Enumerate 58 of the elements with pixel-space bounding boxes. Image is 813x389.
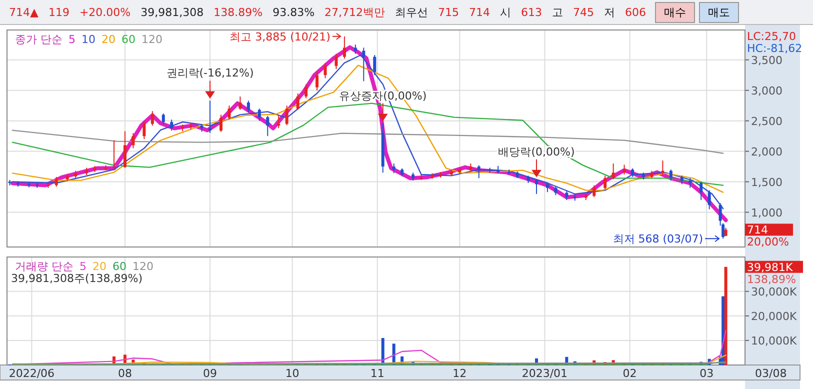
text: 5 xyxy=(80,260,86,273)
x-tick-label: 10 xyxy=(285,367,300,380)
text: 120 xyxy=(142,33,162,46)
x-tick-label: 08 xyxy=(118,367,132,380)
text: 714 xyxy=(468,4,492,20)
text: 60 xyxy=(122,33,136,46)
x-tick-label: 09 xyxy=(203,367,218,380)
text: +20.00% xyxy=(78,4,132,20)
text: 60 xyxy=(112,260,126,273)
x-tick-label: 12 xyxy=(452,367,467,380)
y-tick-label: 2,500 xyxy=(751,114,782,128)
text: 시 xyxy=(499,4,512,20)
text: 20 xyxy=(102,33,116,46)
text: 39,981,308 xyxy=(140,4,205,20)
y-tick-label: 30,000K xyxy=(751,285,798,298)
x-tick-label: 2023/01 xyxy=(522,367,568,380)
legend-title: 종가 단순 xyxy=(15,33,62,46)
text: 39,981K xyxy=(747,260,794,274)
annotation: 최저 568 (03/07) xyxy=(612,232,704,246)
text: 745 xyxy=(572,4,596,20)
text: 606 xyxy=(624,4,648,20)
text: 714▲ xyxy=(8,4,40,20)
text: 138.89% xyxy=(212,4,264,20)
text: 138,89% xyxy=(747,272,796,286)
text: HC:-81,62 xyxy=(747,42,802,55)
text: 119 xyxy=(47,4,70,20)
annotation: 39,981,308주(138,89%) xyxy=(11,272,143,285)
x-tick-label: 11 xyxy=(370,367,384,380)
text: 03/08 xyxy=(755,367,787,380)
text: 714 xyxy=(747,224,768,237)
y-tick-label: 3,000 xyxy=(751,84,782,98)
text: 저 xyxy=(603,4,616,20)
text: 고 xyxy=(551,4,564,20)
x-tick-label: 03 xyxy=(700,367,714,380)
text: LC:25,70 xyxy=(747,30,796,43)
legend-title: 거래량 단순 xyxy=(15,260,74,273)
annotation: 권리락(-16,12%) xyxy=(166,66,254,80)
x-tick-label: 02 xyxy=(622,367,637,380)
annotation: 최고 3,885 (10/21) xyxy=(230,30,330,44)
y-tick-label: 1,000 xyxy=(751,206,782,220)
y-tick-label: 20,000K xyxy=(751,310,798,323)
text: 27,712백만 xyxy=(324,4,386,20)
y-tick-label: 3,500 xyxy=(751,54,782,67)
text: 20,00% xyxy=(747,236,789,249)
text: 10 xyxy=(82,33,96,46)
text: 120 xyxy=(132,260,154,273)
text: 5 xyxy=(68,33,76,46)
text: 20 xyxy=(92,260,106,273)
x-tick-label: 2022/06 xyxy=(8,367,55,380)
text: 613 xyxy=(520,4,544,20)
y-tick-label: 2,000 xyxy=(751,145,782,158)
text: 매수 xyxy=(655,2,696,22)
y-tick-label: 10,000K xyxy=(751,334,798,348)
y-tick-label: 1,500 xyxy=(751,176,782,189)
text: 최우선 xyxy=(394,4,430,20)
text: 93.83% xyxy=(272,4,316,20)
text: 매도 xyxy=(699,2,740,22)
text: 715 xyxy=(437,4,460,20)
